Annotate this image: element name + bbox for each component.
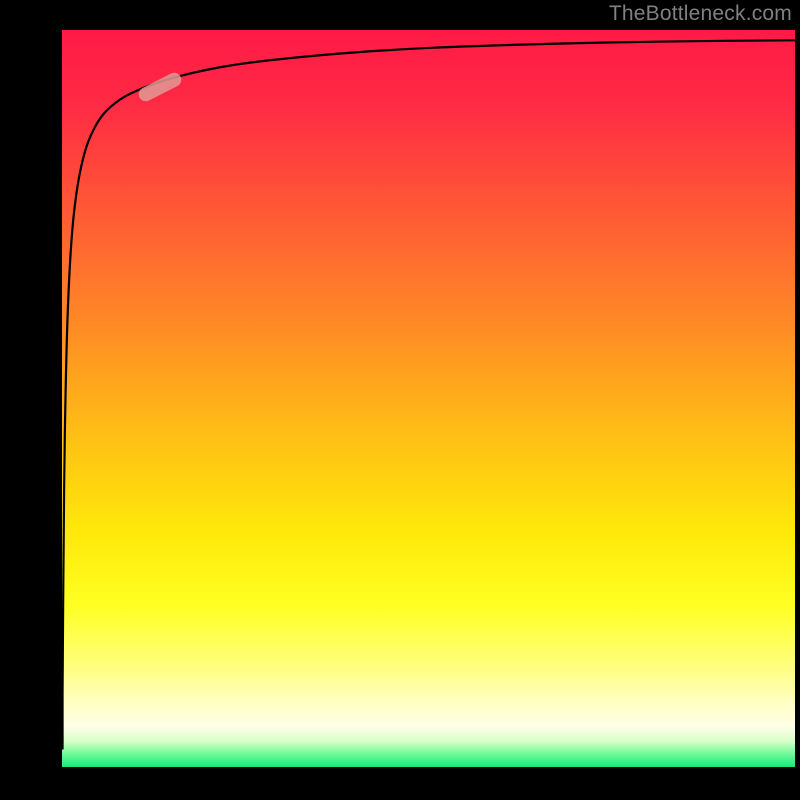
watermark-text: TheBottleneck.com <box>609 2 792 26</box>
plot-area <box>43 30 795 767</box>
gradient-background <box>62 30 795 767</box>
